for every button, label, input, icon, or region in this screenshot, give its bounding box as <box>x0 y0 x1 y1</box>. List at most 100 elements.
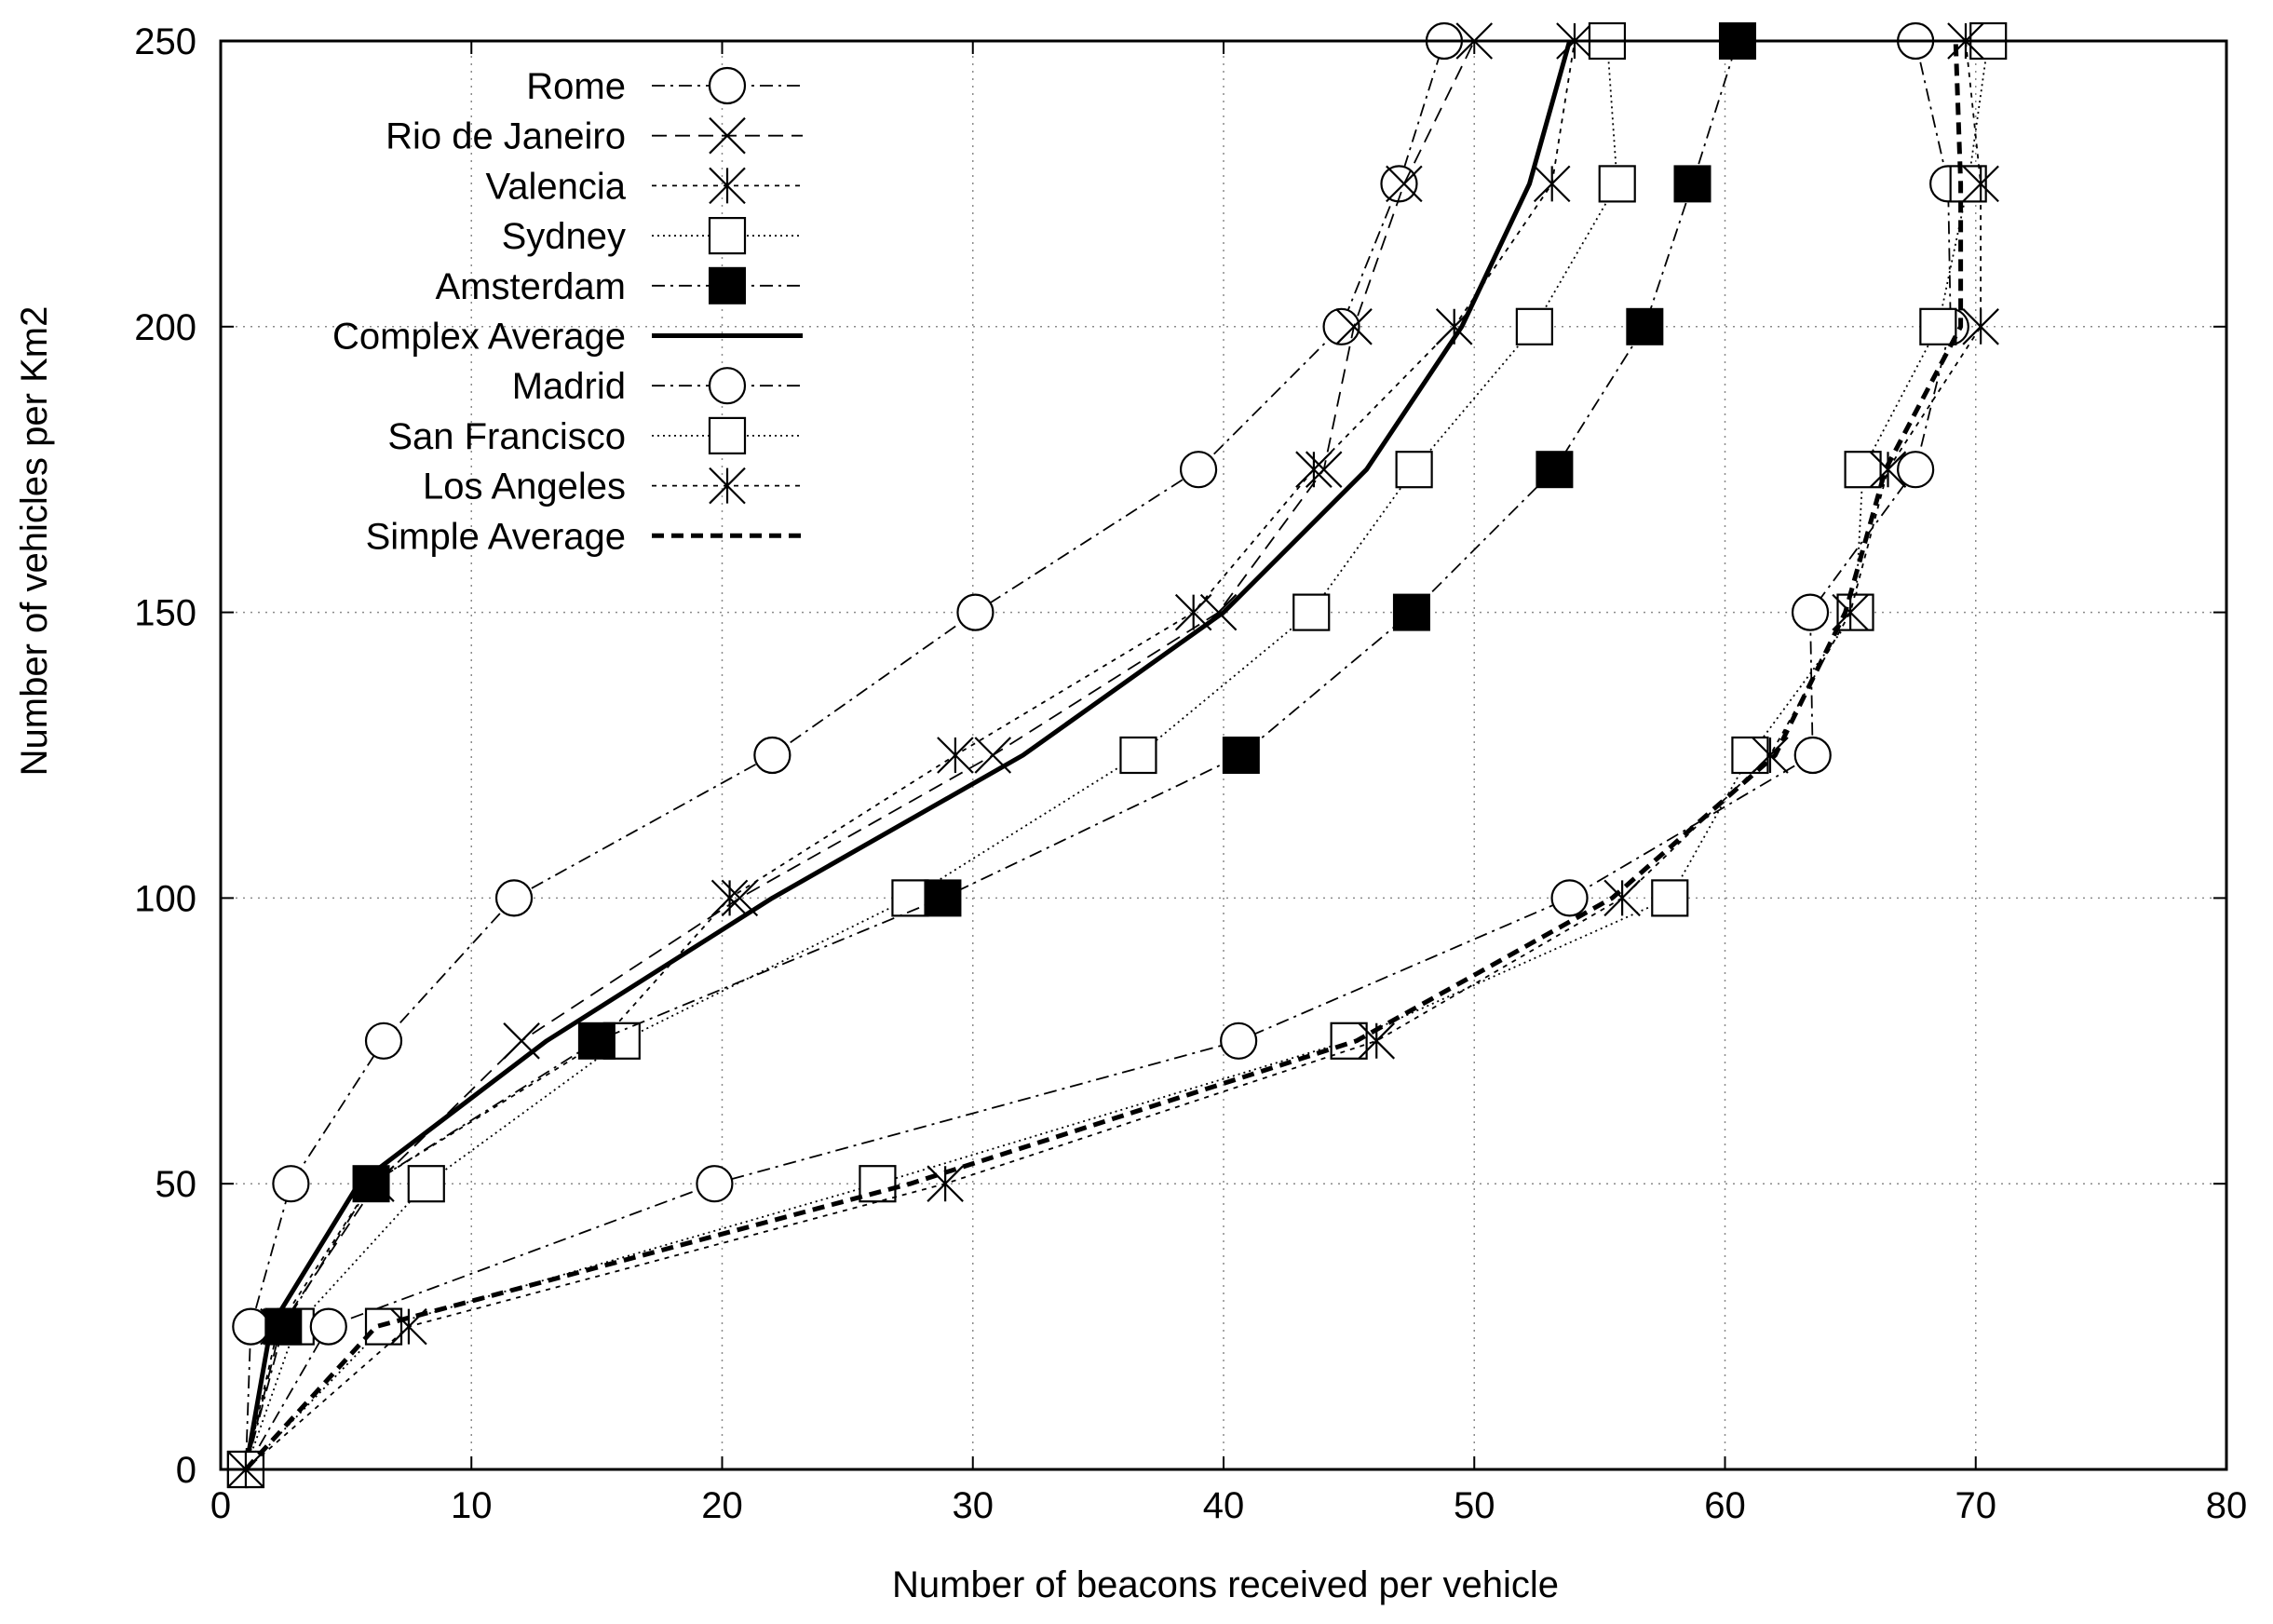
data-point-square <box>1598 165 1636 203</box>
data-point-asterisk <box>709 167 746 205</box>
y-axis-label: Number of vehicles per Km2 <box>14 306 55 777</box>
legend-label: Rome <box>526 66 626 107</box>
data-point-square <box>1919 307 1957 345</box>
data-point-asterisk <box>1603 879 1641 917</box>
data-point-square <box>1330 1022 1368 1060</box>
x-axis-label: Number of beacons received per vehicle <box>892 1564 1559 1605</box>
legend-label: San Francisco <box>387 416 626 457</box>
x-tick-label: 0 <box>210 1485 231 1526</box>
legend-label: Sydney <box>502 216 626 257</box>
data-point-filled-square <box>1222 737 1260 774</box>
x-tick-label: 80 <box>2206 1485 2248 1526</box>
data-point-square <box>708 416 747 454</box>
data-point-square <box>859 1165 897 1203</box>
data-point-filled-square <box>709 266 746 304</box>
data-point-circle <box>232 1307 270 1346</box>
data-point-circle <box>708 66 747 105</box>
series-simple-average <box>244 40 1964 1471</box>
y-tick-label: 0 <box>176 1450 196 1491</box>
y-tick-label: 100 <box>134 878 196 919</box>
data-point-square <box>1395 451 1433 489</box>
legend-label: Valencia <box>486 166 627 207</box>
legend-label: Rio de Janeiro <box>386 116 626 157</box>
data-point-circle <box>1791 593 1830 631</box>
data-point-asterisk <box>1295 451 1333 488</box>
legend-item-rio-de-janeiro: Rio de Janeiro <box>386 116 803 157</box>
data-point-circle <box>1220 1022 1258 1060</box>
data-point-filled-square <box>577 1022 616 1060</box>
plot-area-frame <box>219 39 2228 1471</box>
x-tick-label: 60 <box>1704 1485 1746 1526</box>
data-point-circle <box>956 593 994 631</box>
data-point-circle <box>309 1307 347 1346</box>
data-point-square <box>1119 736 1157 775</box>
data-point-filled-square <box>1392 593 1430 631</box>
data-point-square <box>407 1165 445 1203</box>
data-point-asterisk <box>709 467 746 505</box>
data-point-circle <box>753 736 791 775</box>
data-point-circle <box>1897 451 1935 489</box>
data-point-circle <box>1179 451 1218 489</box>
x-tick-label: 50 <box>1454 1485 1495 1526</box>
series-line-complex-average <box>243 40 1573 1470</box>
data-point-circle <box>708 367 747 405</box>
legend-item-san-francisco: San Francisco <box>387 416 803 457</box>
data-point-filled-square <box>1536 451 1574 489</box>
legend-item-complex-average: Complex Average <box>332 317 803 358</box>
series-line-simple-average <box>244 40 1964 1471</box>
data-point-filled-square <box>924 879 962 917</box>
data-point-square <box>708 217 747 255</box>
data-point-x <box>1386 165 1423 203</box>
legend-item-los-angeles: Los Angeles <box>423 467 803 508</box>
data-point-asterisk <box>710 879 749 917</box>
y-tick-label: 250 <box>134 21 196 62</box>
series-complex-average <box>243 40 1573 1470</box>
data-point-asterisk <box>1869 451 1907 488</box>
x-tick-label: 70 <box>1955 1485 1997 1526</box>
y-tick-label: 200 <box>134 307 196 348</box>
data-point-circle <box>364 1022 403 1060</box>
data-point-square <box>1515 307 1553 345</box>
series-line-sydney <box>245 40 1618 1470</box>
data-point-asterisk <box>1832 593 1869 631</box>
data-point-filled-square <box>1626 307 1664 345</box>
data-point-circle <box>1550 879 1589 917</box>
x-tick-label: 30 <box>953 1485 994 1526</box>
legend-label: Simple Average <box>366 516 626 557</box>
legend: Rome Rio de Janeiro Valencia Sydney Amsterda… <box>332 66 803 557</box>
legend-label: Complex Average <box>332 317 626 358</box>
data-point-square <box>1651 879 1689 917</box>
data-point-square <box>1292 593 1331 631</box>
data-point-circle <box>1322 307 1360 345</box>
data-point-asterisk <box>937 737 974 774</box>
data-point-asterisk <box>1962 165 1999 203</box>
data-point-square <box>1844 451 1882 489</box>
legend-label: Los Angeles <box>423 467 626 508</box>
legend-item-valencia: Valencia <box>486 166 803 207</box>
data-point-circle <box>494 879 534 917</box>
axis-tick-labels: 0 10 20 30 40 50 60 70 80 0 50 100 150 200 250 <box>134 21 2247 1526</box>
x-tick-label: 20 <box>701 1485 743 1526</box>
data-point-circle <box>272 1165 310 1203</box>
data-point-asterisk <box>1533 165 1571 203</box>
legend-item-sydney: Sydney <box>502 216 803 257</box>
legend-label: Madrid <box>512 366 626 407</box>
data-point-square <box>891 879 929 917</box>
y-tick-label: 150 <box>134 593 196 634</box>
data-point-x <box>709 116 746 155</box>
data-point-x <box>1305 451 1343 488</box>
legend-item-rome: Rome <box>526 66 803 107</box>
y-tick-label: 50 <box>156 1164 197 1205</box>
legend-label: Amsterdam <box>436 266 627 307</box>
data-point-filled-square <box>1673 165 1712 203</box>
x-tick-label: 40 <box>1203 1485 1245 1526</box>
data-point-asterisk <box>1962 308 1999 345</box>
legend-item-amsterdam: Amsterdam <box>436 266 803 307</box>
series-line-los-angeles <box>245 40 1982 1470</box>
series-layer <box>226 21 2008 1489</box>
data-point-circle <box>1793 736 1832 775</box>
data-point-x <box>1335 308 1373 345</box>
legend-item-simple-average: Simple Average <box>366 516 803 557</box>
